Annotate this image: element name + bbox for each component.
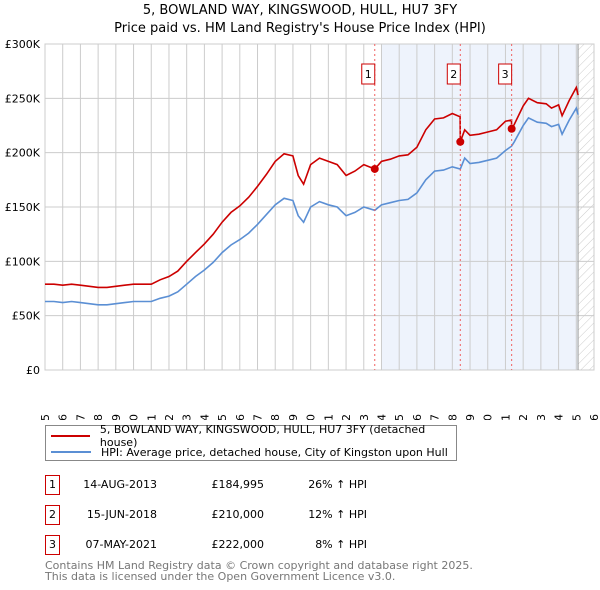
x-tick-label: 2017 <box>429 414 442 420</box>
y-tick-label: £50K <box>12 310 41 323</box>
chart-subtitle: Price paid vs. HM Land Registry's House … <box>114 21 486 36</box>
transaction-badge: 2 <box>45 505 60 525</box>
y-tick-label: £150K <box>5 201 41 214</box>
x-tick-label: 2009 <box>287 414 300 420</box>
x-tick-label: 1998 <box>92 414 105 420</box>
legend-item-hpi: HPI: Average price, detached house, City… <box>51 445 448 459</box>
x-tick-label: 1999 <box>110 414 123 420</box>
sale-badge <box>446 63 461 85</box>
x-tick-label: 2014 <box>375 414 388 420</box>
y-tick-label: £250K <box>5 92 41 105</box>
transaction-price: £210,000 <box>211 508 265 521</box>
y-tick-label: £300K <box>5 38 41 51</box>
sale-badge-label: 1 <box>365 68 372 81</box>
sale-point <box>507 124 516 133</box>
legend-label-property: 5, BOWLAND WAY, KINGSWOOD, HULL, HU7 3FY… <box>99 423 426 449</box>
x-tick-label: 2001 <box>145 414 158 420</box>
x-tick-label: 2002 <box>163 414 176 420</box>
x-tick-label: 2026 <box>588 414 600 420</box>
x-tick-label: 2025 <box>570 414 583 420</box>
y-tick-label: £100K <box>5 255 41 268</box>
x-tick-label: 1995 <box>39 414 52 420</box>
y-tick-label: £0 <box>26 364 40 377</box>
x-tick-label: 2000 <box>128 414 141 420</box>
price-chart: 1 2 3 1995 1996 1997 1998 1999 2000 2001 2002 2003 2… <box>5 38 600 420</box>
chart-title: 5, BOWLAND WAY, KINGSWOOD, HULL, HU7 3FY <box>142 3 458 18</box>
transaction-badge: 1 <box>45 475 60 495</box>
x-tick-label: 2005 <box>216 414 229 420</box>
sale-badge <box>361 63 376 85</box>
sale-badge <box>498 63 513 85</box>
sale-badge-label: 2 <box>450 68 457 81</box>
x-tick-label: 2012 <box>340 414 353 420</box>
x-tick-label: 2022 <box>517 414 530 420</box>
transaction-hpi-delta: 8% ↑ HPI <box>315 538 367 551</box>
x-tick-label: 2011 <box>322 414 335 420</box>
transaction-date: 14-AUG-2013 <box>83 478 157 491</box>
x-tick-label: 1997 <box>74 414 87 420</box>
legend-label-hpi: HPI: Average price, detached house, City… <box>101 445 448 459</box>
x-tick-label: 2003 <box>181 414 194 420</box>
transaction-badge: 3 <box>45 535 60 555</box>
x-tick-label: 2019 <box>464 414 477 420</box>
plot-frame <box>44 43 595 371</box>
sale-point <box>370 164 379 173</box>
x-tick-label: 2006 <box>234 414 247 420</box>
transaction-hpi-delta: 12% ↑ HPI <box>308 508 367 521</box>
x-tick-label: 2024 <box>553 414 566 420</box>
x-tick-label: 2016 <box>411 414 424 420</box>
x-tick-label: 2013 <box>358 414 371 420</box>
legend: 5, BOWLAND WAY, KINGSWOOD, HULL, HU7 3FY… <box>45 423 457 461</box>
sale-badge-label: 3 <box>502 68 509 81</box>
legend-item-property: 5, BOWLAND WAY, KINGSWOOD, HULL, HU7 3FY… <box>51 423 456 449</box>
x-tick-label: 2010 <box>305 414 318 420</box>
series-line-hpi <box>45 106 579 306</box>
x-tick-label: 2007 <box>252 414 265 420</box>
x-tick-label: 2018 <box>446 414 459 420</box>
x-tick-label: 2008 <box>269 414 282 420</box>
transaction-row: 2 15-JUN-2018 £210,000 12% ↑ HPI <box>45 505 465 525</box>
transaction-row: 1 14-AUG-2013 £184,995 26% ↑ HPI <box>45 475 465 495</box>
transaction-price: £222,000 <box>211 538 265 551</box>
x-tick-label: 2023 <box>535 414 548 420</box>
legend-swatch-property <box>51 435 90 437</box>
x-tick-label: 2015 <box>393 414 406 420</box>
legend-swatch-hpi <box>51 451 91 453</box>
footer-licence: This data is licensed under the Open Gov… <box>45 570 396 583</box>
y-tick-label: £200K <box>5 147 41 160</box>
transaction-price: £184,995 <box>211 478 265 491</box>
transaction-date: 15-JUN-2018 <box>86 508 157 521</box>
x-tick-label: 2021 <box>499 414 512 420</box>
x-tick-label: 1996 <box>57 414 70 420</box>
transaction-hpi-delta: 26% ↑ HPI <box>308 478 367 491</box>
transaction-date: 07-MAY-2021 <box>85 538 157 551</box>
footer-copyright: Contains HM Land Registry data © Crown c… <box>45 559 473 572</box>
sale-point <box>456 137 465 146</box>
x-tick-label: 2020 <box>482 414 495 420</box>
x-tick-label: 2004 <box>198 414 211 420</box>
transaction-row: 3 07-MAY-2021 £222,000 8% ↑ HPI <box>45 535 465 555</box>
